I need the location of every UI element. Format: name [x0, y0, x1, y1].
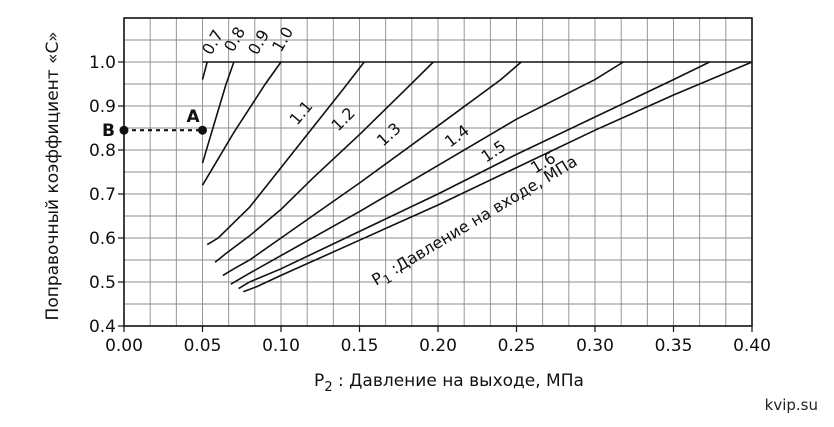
curve-0-7 [201, 61, 208, 80]
curve-1-4 [238, 61, 710, 290]
curve-label-0-8: 0.8 [220, 23, 249, 55]
point-b-marker [119, 125, 129, 135]
point-a-marker [198, 125, 207, 135]
x-tick-label: 0.00 [105, 336, 143, 356]
y-tick-label: 0.9 [89, 97, 116, 117]
curve-label-1-2: 1.2 [327, 103, 358, 134]
tick-labels: 0.00 0.05 0.10 0.15 0.20 0.25 0.30 0.35 0.40 0.4 0… [89, 53, 771, 356]
curve-label-1-1: 1.1 [286, 97, 317, 129]
x-tick-label: 0.15 [341, 336, 379, 356]
curve-0-8 [201, 61, 235, 164]
y-tick-label: 0.4 [89, 317, 116, 337]
y-tick-label: 0.7 [89, 185, 116, 205]
y-tick-label: 0.8 [89, 141, 116, 161]
curve-0-9 [201, 61, 282, 186]
x-tick-label: 0.30 [576, 336, 614, 356]
x-tick-label: 0.25 [498, 336, 536, 356]
curve-label-1-3: 1.3 [373, 119, 405, 150]
point-b-label: B [102, 121, 115, 141]
y-tick-label: 0.6 [89, 229, 116, 249]
correction-curves [201, 61, 753, 293]
curve-1-0 [206, 61, 365, 246]
curve-1-2 [222, 61, 522, 277]
x-axis-title-rest: : Давление на выходе, МПа [333, 371, 584, 391]
curve-label-1-0: 1.0 [268, 23, 297, 55]
curve-label-1-5: 1.5 [478, 136, 510, 166]
grid [124, 18, 752, 326]
curve-1-5 [243, 61, 753, 293]
y-tick-label: 0.5 [89, 273, 116, 293]
curve-1-1 [214, 61, 434, 263]
y-axis-title: Поправочный коэффициент «C» [43, 32, 63, 321]
x-axis-title-subscript: 2 [324, 380, 332, 395]
curve-1-3 [230, 61, 624, 285]
point-a-label: A [187, 107, 201, 127]
watermark: kvip.su [765, 396, 818, 414]
x-axis-title: P2 : Давление на выходе, МПа [314, 371, 584, 395]
x-tick-label: 0.35 [655, 336, 693, 356]
x-tick-label: 0.10 [262, 336, 300, 356]
x-tick-label: 0.05 [184, 336, 222, 356]
x-axis-title-main: P [314, 371, 324, 391]
x-tick-label: 0.40 [733, 336, 771, 356]
y-tick-label: 1.0 [89, 53, 116, 73]
x-tick-label: 0.20 [419, 336, 457, 356]
curve-labels: 0.70.80.91.01.1 1.2 1.3 1.41.5 1.6 [198, 23, 559, 177]
curve-label-1-4: 1.4 [441, 121, 473, 151]
